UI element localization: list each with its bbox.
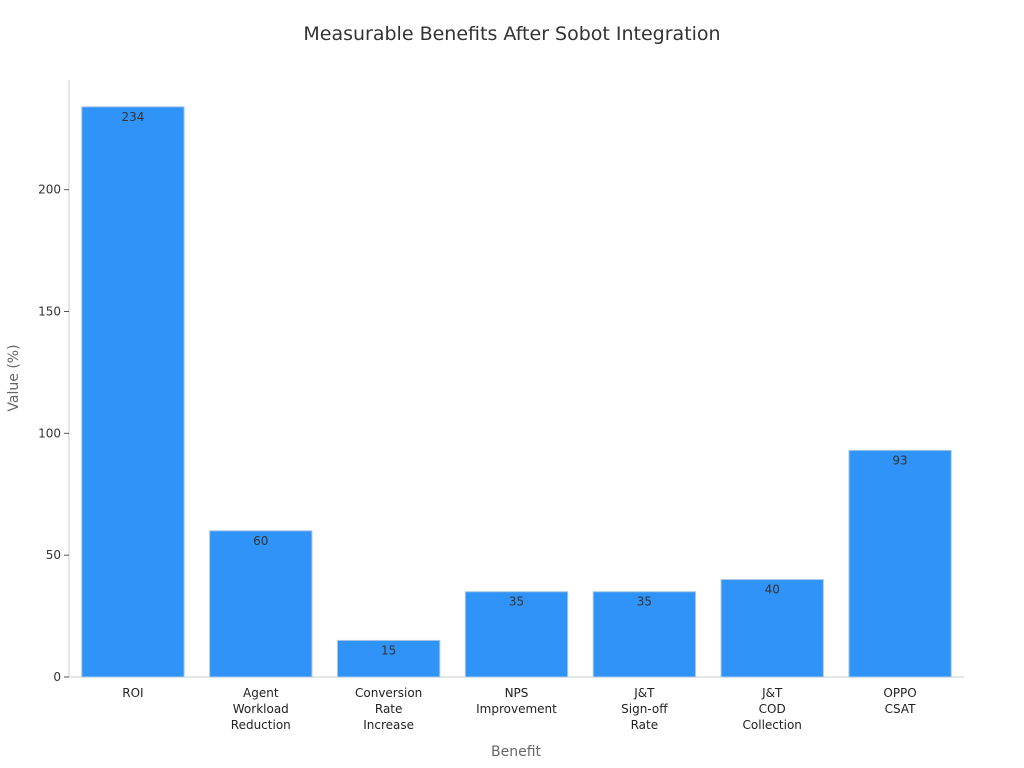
data-label: 40 <box>765 583 780 597</box>
x-tick-label-line: Increase <box>363 718 414 732</box>
x-tick-label: ROI <box>122 686 143 700</box>
x-tick-label-line: Agent <box>243 686 279 700</box>
x-tick-label-line: Improvement <box>476 702 557 716</box>
x-tick-label: J&T COD Collection <box>743 686 802 732</box>
x-tick-label-line: Rate <box>375 702 403 716</box>
data-label: 15 <box>381 643 396 657</box>
x-tick-label-line: Sign-off <box>621 702 668 716</box>
y-tick-label: 100 <box>38 426 61 440</box>
x-axis-label: Benefit <box>491 744 542 760</box>
y-tick-label: 200 <box>38 183 61 197</box>
x-tick-label-line: Workload <box>233 702 289 716</box>
x-tick-label-line: Rate <box>631 718 659 732</box>
bar <box>848 449 952 678</box>
x-tick-label-line: Conversion <box>355 686 422 700</box>
plot-area: 0 50 100 150 200 234 ROI 60 Agent Workload Reducti… <box>38 80 964 732</box>
y-axis-label: Value (%) <box>6 344 22 411</box>
data-label: 234 <box>121 110 144 124</box>
x-tick-label: Agent Workload Reduction <box>231 686 291 732</box>
x-tick-label: J&T Sign-off Rate <box>621 686 668 732</box>
bar <box>592 591 697 678</box>
bar <box>209 530 313 678</box>
data-label: 60 <box>253 534 268 548</box>
bar <box>720 579 824 678</box>
x-tick-label-line: COD <box>759 702 786 716</box>
x-tick-label-line: Collection <box>743 718 802 732</box>
x-tick-label-line: CSAT <box>885 702 916 716</box>
bar <box>337 639 441 678</box>
y-tick-label: 150 <box>38 304 61 318</box>
data-label: 35 <box>509 595 524 609</box>
y-tick-label: 0 <box>53 670 61 684</box>
x-tick-label-line: ROI <box>122 686 143 700</box>
data-label: 35 <box>637 595 652 609</box>
x-tick-label: OPPO CSAT <box>883 686 916 716</box>
y-tick-label: 50 <box>46 548 61 562</box>
data-label: 93 <box>892 453 907 467</box>
x-tick-label-line: OPPO <box>883 686 916 700</box>
x-tick-label-line: J&T <box>633 686 655 700</box>
x-tick-label: Conversion Rate Increase <box>355 686 422 732</box>
x-tick-label-line: Reduction <box>231 718 291 732</box>
x-tick-label-line: J&T <box>761 686 783 700</box>
chart-title: Measurable Benefits After Sobot Integrat… <box>303 23 720 45</box>
x-tick-label: NPS Improvement <box>476 686 557 716</box>
bar <box>81 106 185 678</box>
bar <box>464 591 569 678</box>
x-tick-label-line: NPS <box>505 686 529 700</box>
